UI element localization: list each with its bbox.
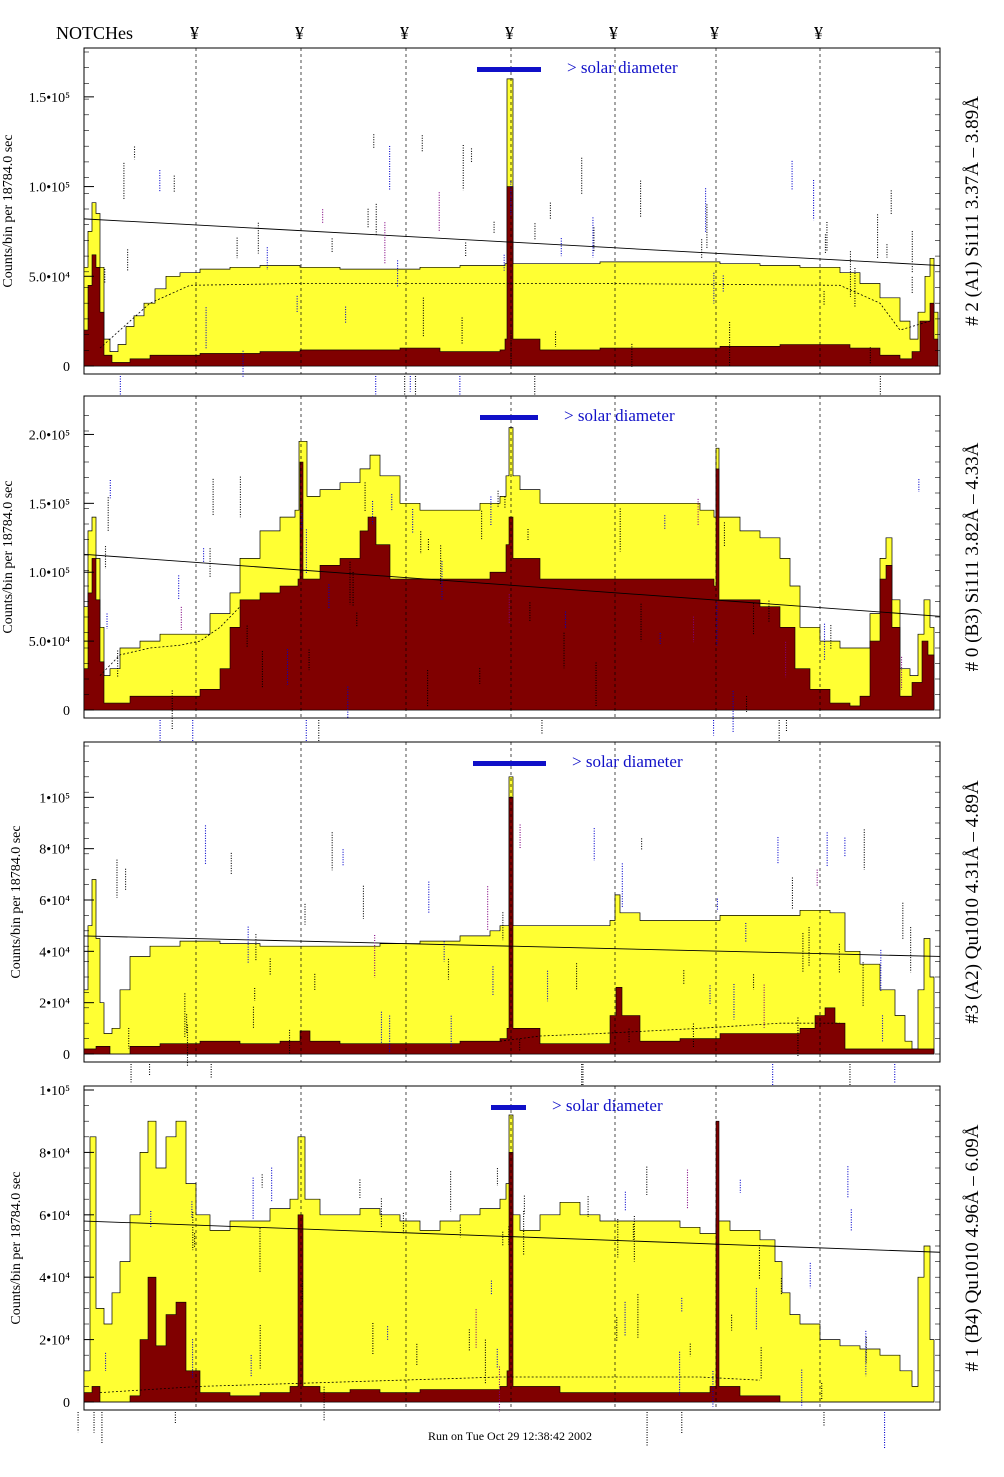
y-axis-label: Counts/bin per 18784.0 sec — [1, 134, 16, 287]
panels: 0 5.0•10⁴ 1.0•10⁵ 1.5•10⁵ Counts/bin per 187… — [1, 47, 983, 1449]
fit-line — [83, 935, 941, 957]
channel-label: #3 (A2) Qu1010 4.31Å – 4.89Å — [962, 780, 983, 1024]
notch-glyph: ¥ — [814, 23, 823, 43]
fit-line — [83, 218, 941, 266]
y-axis-label: Counts/bin per 18784.0 sec — [9, 1171, 24, 1324]
y-tick-label: 2•10⁴ — [39, 1334, 70, 1349]
series-sub — [83, 461, 935, 711]
model-curve — [99, 606, 241, 676]
y-tick-label: 6•10⁴ — [39, 1209, 70, 1224]
y-axis-label: Counts/bin per 18784.0 sec — [9, 825, 24, 978]
panel-4: 0 2•10⁴ 4•10⁴ 6•10⁴ 8•10⁴ 1•10⁵ Counts/bin per… — [9, 1084, 983, 1449]
y-tick-label: 1•10⁵ — [39, 1084, 70, 1099]
y-tick-label: 5.0•10⁴ — [29, 270, 70, 285]
solar-diameter-label: > solar diameter — [572, 752, 683, 771]
channel-label: # 0 (B3) Si111 3.82Å – 4.33Å — [962, 442, 983, 671]
y-tick-label: 0 — [63, 1396, 70, 1411]
solar-diameter-bar — [477, 67, 541, 72]
solar-diameter-label: > solar diameter — [552, 1096, 663, 1115]
panel-2: 0 5.0•10⁴ 1.0•10⁵ 1.5•10⁵ 2.0•10⁵ Counts/bin … — [1, 395, 983, 756]
y-tick-label: 6•10⁴ — [39, 894, 70, 909]
channel-label: # 1 (B4) Qu1010 4.96Å – 6.09Å — [962, 1124, 983, 1371]
solar-diameter-label: > solar diameter — [567, 58, 678, 77]
y-axis-label: Counts/bin per 18784.0 sec — [1, 480, 16, 633]
solar-diameter-bar — [473, 761, 546, 766]
fit-line — [83, 1220, 941, 1253]
notch-glyph: ¥ — [505, 23, 514, 43]
fit-line — [83, 553, 941, 617]
y-tick-label: 1.5•10⁵ — [29, 91, 70, 106]
solar-diameter-bar — [480, 415, 538, 420]
y-tick-label: 5.0•10⁴ — [29, 635, 70, 650]
notch-glyph: ¥ — [400, 23, 409, 43]
y-tick-label: 0 — [63, 704, 70, 719]
notch-glyph: ¥ — [295, 23, 304, 43]
y-tick-label: 2•10⁴ — [39, 997, 70, 1012]
y-tick-label: 4•10⁴ — [39, 1271, 70, 1286]
series-sub — [83, 1120, 934, 1403]
notch-markers: ¥ ¥ ¥ ¥ ¥ ¥ ¥ — [190, 23, 823, 43]
y-tick-label: 2.0•10⁵ — [29, 428, 70, 443]
panel-3: 0 2•10⁴ 4•10⁴ 6•10⁴ 8•10⁴ 1•10⁵ Counts/bin per… — [9, 741, 983, 1100]
y-tick-label: 0 — [63, 360, 70, 375]
y-tick-label: 8•10⁴ — [39, 843, 70, 858]
y-tick-label: 1.0•10⁵ — [29, 181, 70, 196]
y-tick-label: 1.0•10⁵ — [29, 566, 70, 581]
y-tick-label: 4•10⁴ — [39, 945, 70, 960]
channel-label: # 2 (A1) Si111 3.37Å – 3.89Å — [962, 96, 983, 326]
y-tick-label: 0 — [63, 1048, 70, 1063]
notch-glyph: ¥ — [710, 23, 719, 43]
y-tick-label: 1•10⁵ — [39, 791, 70, 806]
model-curve — [499, 1022, 840, 1042]
run-timestamp: Run on Tue Oct 29 12:38:42 2002 — [428, 1429, 592, 1443]
notch-glyph: ¥ — [190, 23, 199, 43]
model-curve — [99, 1376, 761, 1393]
notch-glyph: ¥ — [609, 23, 618, 43]
notches-title: NOTCHes — [56, 23, 133, 43]
y-tick-label: 8•10⁴ — [39, 1146, 70, 1161]
series-sub — [83, 797, 935, 1055]
solar-diameter-bar — [491, 1105, 526, 1110]
panel-1: 0 5.0•10⁴ 1.0•10⁵ 1.5•10⁵ Counts/bin per 187… — [1, 47, 983, 412]
model-curve — [99, 283, 931, 349]
y-tick-label: 1.5•10⁵ — [29, 497, 70, 512]
solar-diameter-label: > solar diameter — [564, 406, 675, 425]
